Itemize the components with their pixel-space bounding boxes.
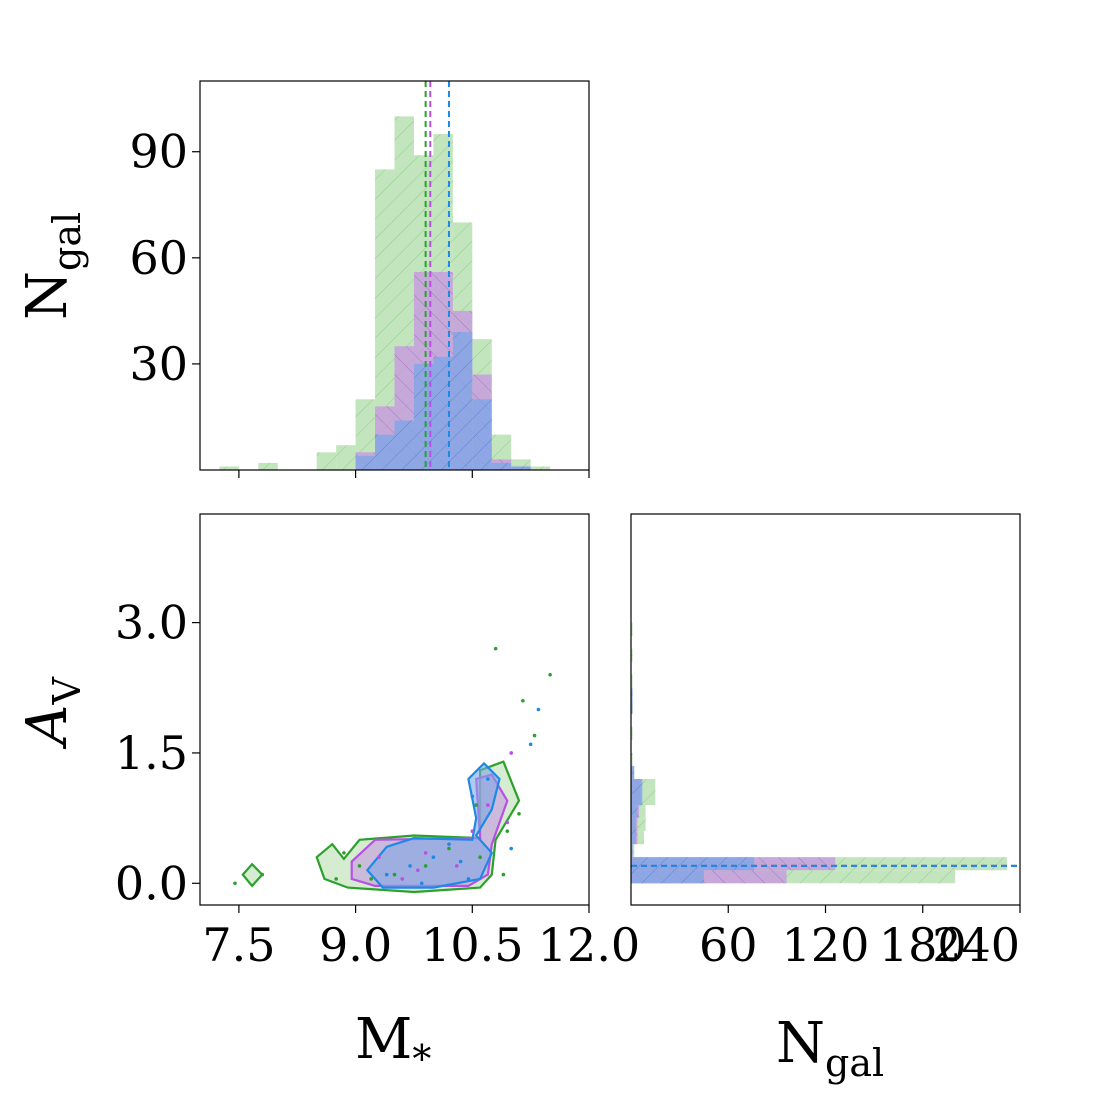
hist-hatch-blue: [413, 363, 434, 470]
scatter-point-green: [517, 811, 521, 816]
hist-hatch-green: [258, 462, 278, 470]
scatter-point-purple: [486, 803, 490, 807]
y-tick-label: 30: [129, 337, 188, 391]
x-axis-label-left: M*: [355, 1007, 431, 1081]
scatter-point-blue: [470, 794, 475, 799]
hist-hatch-green: [316, 452, 337, 470]
scatter-point-purple: [377, 855, 381, 860]
hist-hatch-blue: [375, 434, 395, 470]
scatter-point-purple: [470, 829, 475, 833]
mass-histogram-panel: 30 60 90: [129, 80, 590, 478]
x-axis-label-right: Ngal: [776, 1011, 884, 1085]
scatter-point-green: [423, 864, 428, 868]
contour-green: [241, 862, 264, 888]
panel-frame: [199, 80, 590, 471]
hist-hatch-blue: [631, 687, 633, 701]
scatter-point-blue: [509, 846, 513, 851]
x-tick-label: 10.5: [421, 918, 523, 972]
hist-hatch-blue: [631, 700, 633, 714]
scatter-point-green: [334, 877, 338, 881]
hist-hatch-green: [375, 169, 395, 470]
scatter-point-blue: [419, 881, 424, 886]
hist-hatch-green: [631, 622, 633, 636]
hist-hatch-blue: [472, 399, 492, 470]
hist-hatch-blue: [394, 420, 414, 470]
scatter-point-purple: [509, 751, 513, 755]
scatter-point-blue: [486, 777, 490, 781]
scatter-point-green: [493, 646, 498, 651]
scatter-point-purple: [423, 851, 428, 855]
scatter-point-green: [548, 672, 552, 677]
y-tick-label: 3.0: [115, 596, 188, 650]
scatter-point-blue: [431, 855, 436, 860]
scatter-point-blue: [536, 707, 541, 712]
scatter-point-green: [342, 851, 346, 855]
hist-hatch-blue: [491, 462, 512, 470]
scatter-point-blue: [528, 742, 533, 747]
scatter-point-purple: [416, 868, 420, 873]
hist-hatch-blue: [631, 870, 704, 884]
y-tick-label: 60: [129, 231, 188, 285]
scatter-point-blue: [408, 864, 412, 868]
hist-hatch-blue: [631, 792, 643, 806]
scatter-point-green: [357, 864, 362, 868]
x-tick-label: 9.0: [319, 918, 392, 972]
scatter-point-green: [260, 872, 265, 877]
x-tick-label: 240: [932, 918, 1020, 972]
scatter-point-green: [474, 803, 478, 807]
hist-hatch-blue: [631, 818, 636, 832]
hist-hatch-green: [530, 466, 551, 470]
scatter-point-green: [447, 846, 451, 851]
y-axis-label-bottom: AV: [15, 677, 89, 750]
scatter-point-green: [532, 733, 537, 738]
hist-hatch-blue: [355, 455, 376, 470]
scatter-point-green: [478, 855, 482, 860]
scatter-point-blue: [384, 872, 389, 877]
hist-hatch-green: [336, 445, 356, 470]
panel-frame: [199, 513, 590, 906]
hist-hatch-blue: [511, 466, 531, 470]
hist-hatch-green: [631, 648, 633, 662]
hist-hatch-green: [631, 674, 633, 688]
scatter-point-purple: [505, 820, 510, 825]
hist-hatch-blue: [631, 779, 643, 793]
x-tick-label: 120: [782, 918, 870, 972]
x-tick-label: 60: [699, 918, 758, 972]
y-tick-label: 1.5: [115, 726, 188, 780]
scatter-point-green: [392, 872, 397, 877]
scatter-point-green: [501, 872, 506, 877]
hist-hatch-green: [219, 466, 239, 470]
x-tick-label: 12.0: [538, 918, 640, 972]
hist-hatch-green: [631, 752, 633, 766]
y-tick-label: 90: [129, 125, 188, 179]
hist-hatch-green: [631, 726, 633, 740]
scatter-point-green: [505, 829, 510, 833]
scatter-point-green: [521, 699, 525, 703]
y-axis-label-top: Ngal: [15, 212, 89, 320]
contour-blue: [365, 761, 501, 889]
x-tick-label: 180: [879, 918, 967, 972]
hist-hatch-green: [511, 459, 531, 470]
hist-hatch-blue: [631, 805, 638, 819]
hist-hatch-blue: [631, 844, 633, 858]
x-tick-label: 7.5: [202, 918, 275, 972]
hist-hatch-blue: [631, 765, 635, 780]
scatter-point-green: [233, 881, 237, 886]
hist-hatch-blue: [452, 332, 473, 470]
hist-hatch-blue: [631, 857, 755, 871]
scatter-point-purple: [454, 864, 459, 868]
mass-av-contour-panel: 0.0 1.5 3.0 7.5 9.0 10.5 12.0: [115, 513, 640, 972]
y-tick-label: 0.0: [115, 856, 188, 910]
scatter-point-blue: [458, 859, 463, 864]
scatter-point-green: [369, 877, 373, 881]
scatter-point-blue: [447, 842, 451, 846]
hist-hatch-blue: [631, 831, 636, 845]
panel-frame: [630, 513, 1021, 906]
scatter-point-purple: [400, 877, 405, 881]
scatter-point-blue: [466, 877, 471, 881]
